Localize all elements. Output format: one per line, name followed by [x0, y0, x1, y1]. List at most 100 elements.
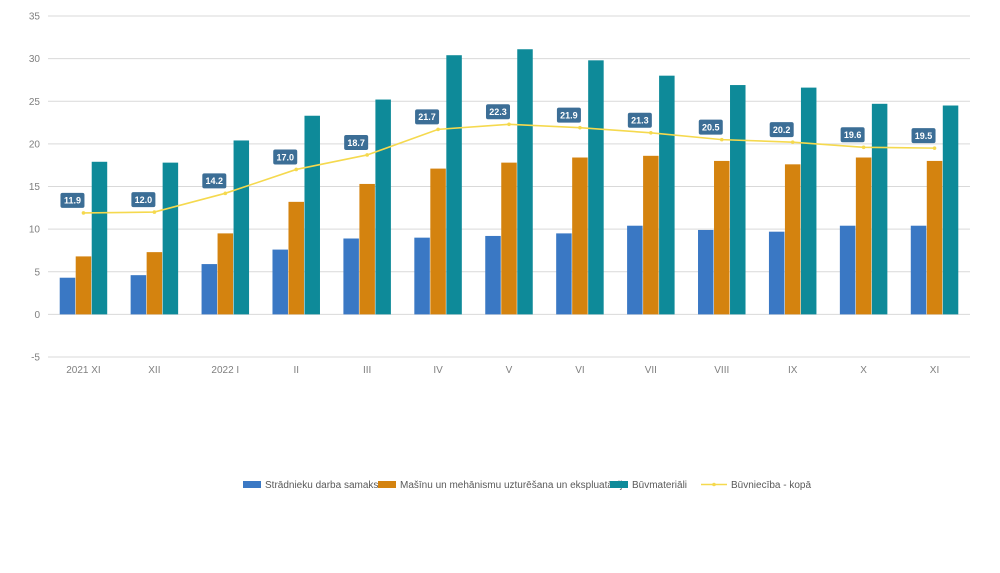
data-label-box [415, 109, 440, 125]
y-tick-label: 30 [29, 54, 41, 65]
legend-item: Būvmateriāli [610, 480, 687, 491]
line-point [294, 167, 299, 172]
x-tick-label: 2022 I [211, 365, 239, 376]
line-point [861, 145, 866, 150]
data-label-text: 20.2 [773, 125, 791, 135]
legend-label: Mašīnu un mehānismu uzturēšana un eksplu… [400, 480, 628, 491]
data-label: 21.3 [627, 112, 652, 128]
data-label-box [698, 119, 723, 135]
legend: Strādnieku darba samaksa Mašīnu un mehāni… [243, 480, 811, 491]
line-point [932, 146, 937, 150]
legend-item: Mašīnu un mehānismu uzturēšana un eksplu… [378, 480, 628, 491]
data-label-text: 20.5 [702, 122, 720, 132]
bar-2 [926, 160, 943, 315]
data-label-text: 21.7 [418, 112, 436, 122]
data-label: 18.7 [344, 134, 369, 150]
bar-2 [572, 157, 588, 315]
total-line [81, 122, 937, 215]
bar-2 [430, 168, 446, 315]
x-axis: 2021 XI XII 2022 I II III IV V VI VII VIII IX X XI [66, 365, 939, 376]
bar-3 [304, 115, 320, 315]
bar-2 [75, 256, 92, 315]
bar-3 [800, 87, 817, 315]
x-tick-label: VI [575, 365, 584, 376]
bar-3 [375, 99, 391, 315]
x-tick-label: X [860, 365, 867, 376]
data-label-text: 21.3 [631, 116, 649, 126]
data-label-text: 21.9 [560, 110, 578, 120]
data-label-text: 12.0 [135, 195, 153, 205]
bar-3 [871, 103, 888, 315]
bar-3 [730, 85, 746, 315]
data-label-box [840, 127, 865, 143]
line-point [223, 191, 228, 196]
data-label-box [344, 134, 369, 150]
bar-3 [659, 75, 675, 315]
bar-3 [91, 161, 108, 315]
x-tick-label: II [293, 365, 299, 376]
line-point [436, 127, 440, 132]
line-point [719, 137, 724, 142]
line-point [578, 125, 582, 130]
data-label: 17.0 [273, 149, 298, 165]
y-tick-label: 0 [34, 310, 40, 321]
bar-3 [588, 60, 604, 315]
bar-3 [517, 49, 533, 315]
data-label-box [202, 173, 227, 189]
data-label-box [627, 112, 652, 128]
bar-2 [146, 252, 163, 315]
data-label: 19.5 [911, 128, 936, 144]
x-tick-label: VII [645, 365, 657, 376]
legend-marker [712, 482, 716, 487]
data-label-box [273, 149, 298, 165]
legend-item: Būvniecība - kopā [701, 480, 811, 491]
bars [59, 49, 959, 315]
y-tick-label: 15 [29, 182, 41, 193]
legend-label: Būvmateriāli [632, 480, 687, 491]
data-label-text: 14.2 [206, 176, 224, 186]
data-label-text: 19.6 [844, 130, 862, 140]
data-label: 12.0 [131, 192, 156, 208]
bar-1 [556, 233, 572, 315]
bar-2 [359, 183, 375, 315]
data-label-box [486, 104, 510, 120]
line-point [649, 130, 653, 135]
bar-2 [643, 155, 659, 315]
data-label-box [556, 107, 581, 123]
y-tick-label: 10 [29, 225, 41, 236]
bar-1 [698, 229, 714, 315]
data-label-box [131, 192, 156, 208]
legend-swatch [243, 481, 261, 488]
data-label: 20.2 [769, 122, 794, 138]
bar-1 [272, 249, 288, 315]
x-tick-label: IV [433, 365, 443, 376]
line-point [81, 211, 86, 215]
x-tick-label: III [363, 365, 371, 376]
data-label: 14.2 [202, 173, 227, 189]
x-tick-label: 2021 XI [66, 365, 100, 376]
x-tick-label: VIII [714, 365, 729, 376]
bar-1 [343, 238, 359, 315]
bar-3 [162, 162, 179, 315]
data-label-text: 19.5 [915, 131, 933, 141]
bar-2 [784, 164, 801, 315]
y-axis: -5 0 5 10 15 20 25 30 35 [29, 12, 41, 364]
y-tick-label: -5 [31, 353, 40, 364]
bar-2 [288, 201, 304, 315]
bar-2 [217, 233, 234, 315]
bar-3 [446, 55, 462, 315]
x-tick-label: IX [788, 365, 798, 376]
legend-item: Strādnieku darba samaksa [243, 480, 384, 491]
bar-2 [714, 160, 730, 315]
data-label-box [60, 192, 85, 208]
bar-1 [59, 277, 76, 315]
data-label-box [911, 128, 936, 144]
bar-3 [233, 140, 250, 315]
bar-1 [485, 235, 501, 315]
line-point [365, 153, 369, 157]
data-label: 19.6 [840, 127, 865, 143]
legend-label: Būvniecība - kopā [731, 480, 811, 491]
data-labels: 11.9 12.0 14.2 17.0 18.7 21.7 22.3 21.9 21.3 20.5… [60, 104, 936, 208]
